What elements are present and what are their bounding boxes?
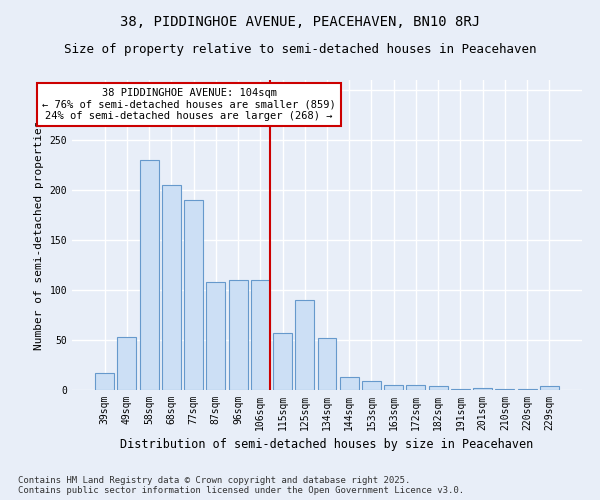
- Bar: [384, 385, 403, 390]
- Bar: [95, 373, 114, 390]
- Bar: [518, 389, 536, 390]
- Bar: [162, 185, 181, 390]
- Bar: [118, 337, 136, 390]
- Bar: [273, 333, 292, 390]
- Text: Contains HM Land Registry data © Crown copyright and database right 2025.
Contai: Contains HM Land Registry data © Crown c…: [18, 476, 464, 495]
- Text: 38 PIDDINGHOE AVENUE: 104sqm
← 76% of semi-detached houses are smaller (859)
24%: 38 PIDDINGHOE AVENUE: 104sqm ← 76% of se…: [42, 88, 336, 121]
- Bar: [496, 389, 514, 390]
- Bar: [429, 386, 448, 390]
- Y-axis label: Number of semi-detached properties: Number of semi-detached properties: [34, 120, 44, 350]
- Bar: [317, 338, 337, 390]
- Text: 38, PIDDINGHOE AVENUE, PEACEHAVEN, BN10 8RJ: 38, PIDDINGHOE AVENUE, PEACEHAVEN, BN10 …: [120, 15, 480, 29]
- Bar: [540, 386, 559, 390]
- Bar: [251, 280, 270, 390]
- Bar: [451, 389, 470, 390]
- Bar: [206, 282, 225, 390]
- X-axis label: Distribution of semi-detached houses by size in Peacehaven: Distribution of semi-detached houses by …: [121, 438, 533, 452]
- Bar: [406, 385, 425, 390]
- Bar: [229, 280, 248, 390]
- Bar: [295, 300, 314, 390]
- Text: Size of property relative to semi-detached houses in Peacehaven: Size of property relative to semi-detach…: [64, 42, 536, 56]
- Bar: [140, 160, 158, 390]
- Bar: [362, 381, 381, 390]
- Bar: [473, 388, 492, 390]
- Bar: [340, 377, 359, 390]
- Bar: [184, 200, 203, 390]
